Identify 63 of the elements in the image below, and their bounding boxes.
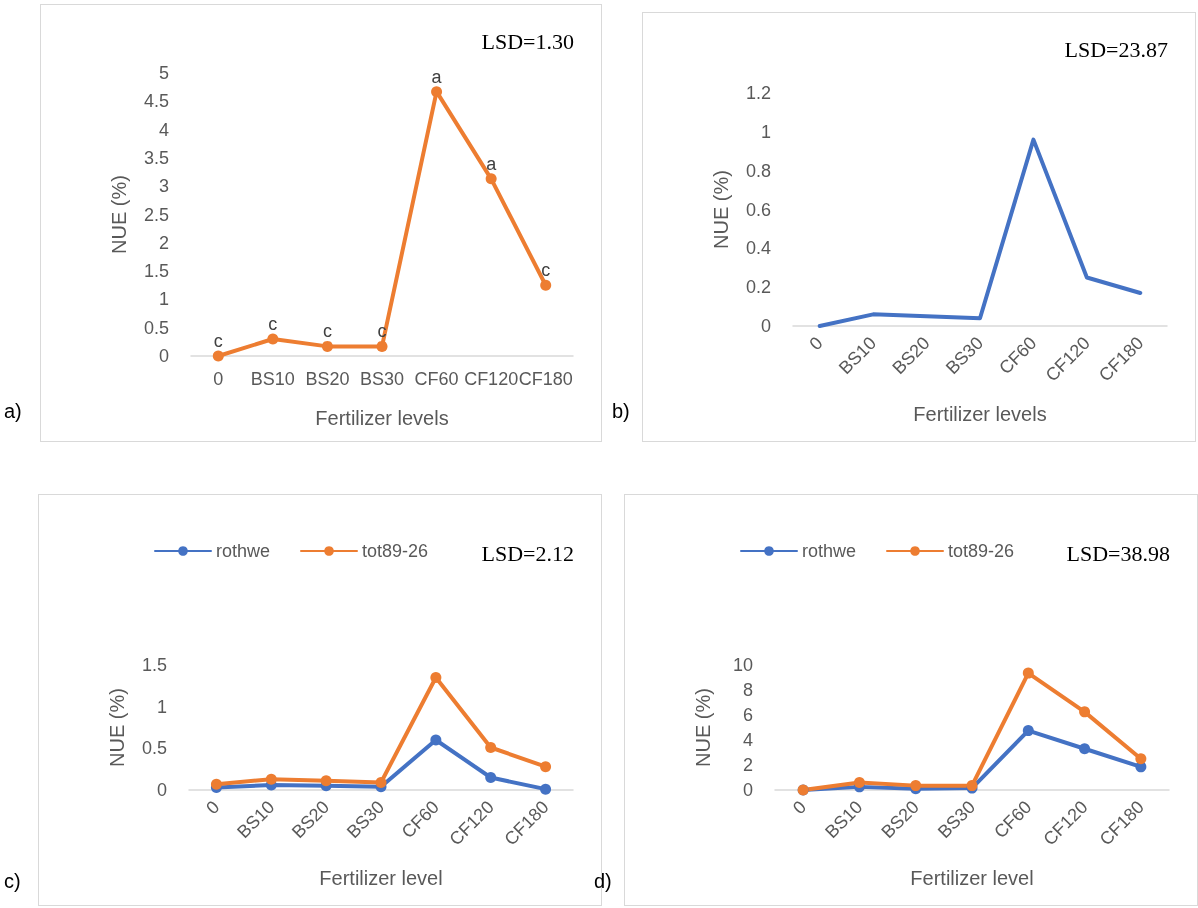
y-tick-label: 0.8 bbox=[745, 160, 771, 181]
text: d) bbox=[594, 870, 612, 893]
text: b) bbox=[612, 400, 630, 423]
text: LSD=23.87 bbox=[1064, 36, 1168, 62]
text: a) bbox=[4, 400, 22, 423]
x-axis-title: Fertilizer levels bbox=[315, 407, 449, 429]
y-tick-label: 0.5 bbox=[141, 738, 167, 759]
y-tick-label: 0.6 bbox=[745, 199, 771, 220]
x-axis-title: Fertilizer level bbox=[910, 867, 1034, 889]
annotation: a bbox=[431, 66, 443, 87]
x-tick-label: BS20 bbox=[305, 369, 350, 389]
y-axis-title: NUE (%) bbox=[710, 170, 732, 249]
y-tick-label: 3 bbox=[158, 176, 169, 197]
y-tick-label: 6 bbox=[742, 705, 753, 725]
legend-label: tot89-26 bbox=[362, 541, 429, 561]
x-tick-label: CF60 bbox=[414, 369, 459, 389]
text: LSD=38.98 bbox=[1066, 540, 1170, 566]
y-tick-label: 0 bbox=[760, 316, 771, 336]
annotation: c bbox=[322, 321, 332, 342]
y-tick-label: 2 bbox=[158, 232, 169, 253]
y-tick-label: 3.5 bbox=[143, 147, 169, 168]
y-tick-label: 0 bbox=[742, 780, 753, 800]
y-tick-label: 1 bbox=[158, 289, 169, 310]
y-tick-label: 1 bbox=[760, 121, 771, 142]
y-tick-label: 1.5 bbox=[141, 655, 167, 675]
y-tick-label: 0.5 bbox=[143, 317, 169, 338]
y-tick-label: 8 bbox=[742, 680, 753, 700]
y-tick-label: 0.4 bbox=[745, 238, 771, 259]
y-tick-label: 0 bbox=[156, 780, 167, 800]
x-tick-label: BS30 bbox=[359, 369, 405, 389]
y-tick-label: 1 bbox=[156, 696, 167, 717]
x-tick-label: BS10 bbox=[250, 369, 295, 389]
x-tick-label: CF180 bbox=[518, 369, 573, 389]
legend-label: tot89-26 bbox=[948, 541, 1015, 561]
y-tick-label: 10 bbox=[732, 655, 753, 675]
annotation: a bbox=[486, 153, 498, 174]
annotation: c bbox=[268, 314, 278, 335]
y-tick-label: 4.5 bbox=[143, 91, 169, 112]
x-tick-label: 0 bbox=[213, 369, 224, 389]
x-axis-title: Fertilizer levels bbox=[913, 403, 1047, 425]
y-axis-title: NUE (%) bbox=[106, 688, 128, 767]
text: LSD=1.30 bbox=[481, 28, 574, 54]
x-tick-label: 0 bbox=[202, 796, 224, 819]
annotation: c bbox=[541, 260, 551, 281]
annotation: c bbox=[213, 331, 223, 351]
y-tick-label: 0.2 bbox=[745, 277, 771, 298]
y-axis-title: NUE (%) bbox=[108, 175, 130, 254]
x-tick-label: 0 bbox=[805, 332, 827, 355]
y-tick-label: 4 bbox=[158, 119, 169, 140]
text: LSD=2.12 bbox=[481, 540, 574, 566]
x-tick-label: 0 bbox=[788, 796, 811, 819]
x-axis-title: Fertilizer level bbox=[319, 867, 443, 889]
y-tick-label: 4 bbox=[742, 730, 753, 750]
legend-label: rothwe bbox=[216, 541, 271, 561]
x-tick-label: CF120 bbox=[464, 369, 519, 389]
y-tick-label: 1.2 bbox=[745, 83, 771, 103]
text: c) bbox=[4, 870, 21, 893]
legend-label: rothwe bbox=[802, 541, 857, 561]
y-tick-label: 1.5 bbox=[143, 261, 169, 282]
y-tick-label: 2.5 bbox=[143, 204, 169, 225]
y-tick-label: 2 bbox=[742, 755, 753, 775]
y-axis-title: NUE (%) bbox=[692, 688, 714, 767]
y-tick-label: 5 bbox=[158, 63, 169, 83]
